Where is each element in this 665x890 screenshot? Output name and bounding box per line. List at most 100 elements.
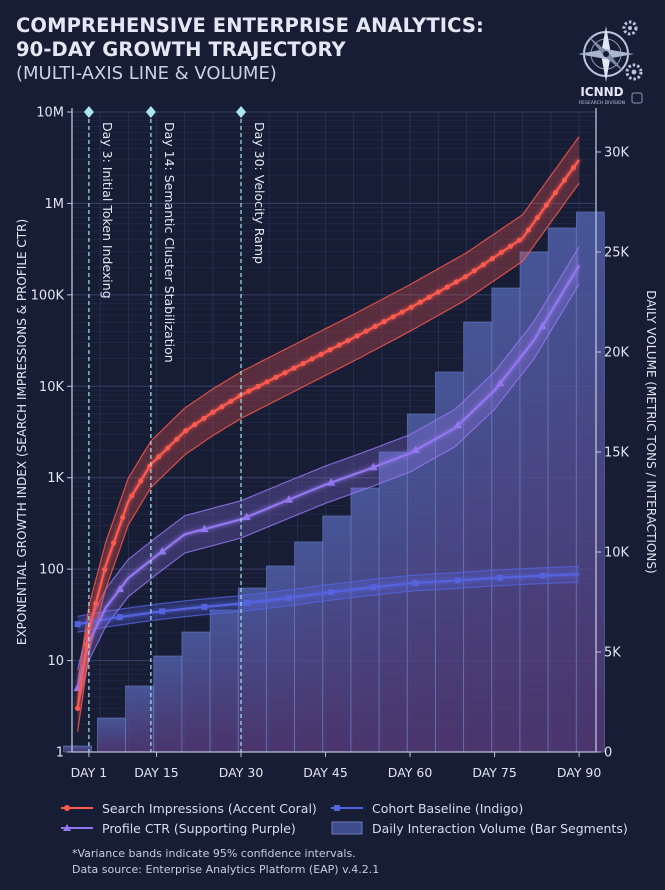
- data-point: [210, 409, 216, 415]
- series-band: [77, 565, 580, 633]
- data-point: [561, 177, 568, 183]
- title-line-1: COMPREHENSIVE ENTERPRISE ANALYTICS:: [16, 14, 484, 37]
- data-point: [75, 705, 81, 711]
- band-lower-edge: [77, 581, 580, 633]
- data-point: [552, 189, 559, 196]
- data-point: [496, 378, 505, 387]
- data-point: [228, 398, 234, 404]
- band-upper-edge: [77, 136, 580, 686]
- data-point: [411, 445, 420, 454]
- y-left-tick-label: 1K: [47, 471, 64, 486]
- legend-swatch-circle-line: [61, 805, 93, 811]
- y-right-tick-label: 5K: [604, 646, 621, 661]
- volume-bar: [63, 745, 93, 753]
- data-point: [246, 388, 252, 394]
- band-lower-edge: [77, 283, 580, 707]
- title-line-2: 90-DAY GROWTH TRAJECTORY: [16, 38, 346, 61]
- data-point: [93, 601, 99, 607]
- data-point: [192, 421, 198, 428]
- series-line-group: [75, 159, 580, 711]
- data-point: [507, 243, 513, 249]
- legend-label: Profile CTR (Supporting Purple): [102, 820, 296, 836]
- legend-item-daily-volume: Daily Interaction Volume (Bar Segments): [330, 818, 628, 838]
- x-tick-label: DAY 1: [71, 765, 108, 780]
- data-point: [156, 454, 162, 460]
- data-point: [282, 370, 288, 376]
- data-point: [480, 262, 486, 268]
- confidence-band: [77, 136, 580, 732]
- legend-item-search-impressions: Search Impressions (Accent Coral): [60, 798, 317, 818]
- data-point: [426, 294, 432, 300]
- logo-name: ICNND: [580, 85, 623, 99]
- series-line-group: [73, 264, 581, 692]
- data-point: [219, 404, 225, 410]
- band-upper-edge: [77, 565, 580, 617]
- annotation-marker: [83, 106, 94, 118]
- data-point: [327, 347, 333, 353]
- y-left-tick-label: 10K: [39, 380, 65, 395]
- legend-label: Search Impressions (Accent Coral): [102, 800, 317, 816]
- data-point: [354, 333, 360, 339]
- footnotes: *Variance bands indicate 95% confidence …: [72, 846, 379, 878]
- data-point: [453, 420, 463, 429]
- volume-bar: [575, 211, 605, 753]
- x-tick-label: DAY 30: [219, 765, 264, 780]
- data-point: [200, 524, 209, 533]
- annotation-label: Day 30: Velocity Ramp: [252, 122, 267, 264]
- band-lower-edge: [77, 182, 580, 732]
- series-band: [77, 246, 580, 707]
- volume-bar: [97, 717, 126, 753]
- data-point: [255, 383, 261, 390]
- series-band: [77, 136, 580, 732]
- data-point: [243, 599, 250, 606]
- y-left-tick-label: 10M: [36, 106, 64, 121]
- data-point: [242, 512, 251, 521]
- annotations: Day 3: Initial Token Indexing Day 14: Sem…: [83, 106, 267, 752]
- data-point: [138, 478, 144, 484]
- y-left-tick-label: 100: [39, 563, 64, 578]
- data-point: [237, 393, 243, 399]
- data-point: [345, 337, 351, 344]
- data-point: [516, 237, 522, 243]
- y-left-tick-label: 100K: [31, 288, 65, 303]
- compass-gear-icon: ICNND RESEARCH DIVISION: [578, 20, 643, 106]
- data-point: [201, 415, 207, 422]
- data-point: [264, 379, 270, 385]
- legend-label: Cohort Baseline (Indigo): [372, 800, 524, 816]
- band-upper-edge: [77, 246, 580, 670]
- data-point: [326, 478, 336, 486]
- data-point: [174, 436, 180, 442]
- data-point: [538, 321, 547, 330]
- data-point: [74, 621, 81, 628]
- volume-bar: [378, 451, 408, 753]
- volume-bar: [153, 655, 183, 753]
- data-point: [336, 342, 342, 348]
- legend-swatch-bar: [331, 821, 363, 835]
- data-point: [570, 165, 577, 171]
- volume-bar: [125, 685, 155, 753]
- data-point: [84, 642, 90, 648]
- data-point: [435, 289, 441, 295]
- data-point: [111, 540, 117, 546]
- data-point: [159, 608, 166, 615]
- data-point: [372, 323, 378, 329]
- footnote-source: Data source: Enterprise Analytics Platfo…: [72, 863, 380, 876]
- data-point: [471, 268, 477, 274]
- annotation-label: Day 3: Initial Token Indexing: [100, 122, 115, 299]
- data-point: [291, 365, 297, 371]
- data-point: [284, 495, 294, 503]
- data-point: [543, 202, 550, 208]
- legend-swatch-triangle-line: [61, 824, 93, 831]
- x-tick-label: DAY 75: [472, 765, 517, 780]
- data-point: [497, 574, 504, 581]
- volume-bar: [294, 541, 324, 753]
- data-point: [129, 493, 135, 499]
- y-left-tick-label: 1: [56, 746, 64, 761]
- legend-swatch-square-line: [331, 805, 363, 811]
- legend-item-profile-ctr: Profile CTR (Supporting Purple): [60, 818, 296, 838]
- volume-bar: [463, 321, 493, 753]
- volume-bar: [209, 609, 239, 753]
- y-right-tick-label: 30K: [604, 146, 630, 161]
- data-point: [300, 360, 306, 367]
